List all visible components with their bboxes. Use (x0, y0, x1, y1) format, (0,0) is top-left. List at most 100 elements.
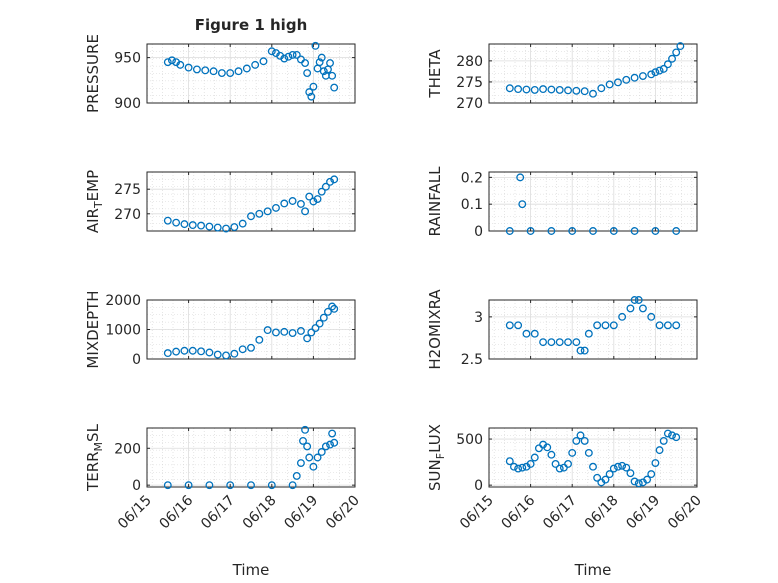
data-point (184, 63, 193, 72)
data-point (626, 469, 635, 478)
y-tick-label: 2.5 (461, 352, 483, 368)
data-point (242, 64, 251, 73)
data-point (609, 227, 618, 235)
data-point (593, 321, 602, 330)
data-point (584, 448, 593, 457)
data-point (668, 431, 676, 440)
axes-box (488, 427, 698, 488)
data-point (317, 53, 326, 62)
data-point (330, 83, 339, 92)
data-point (638, 304, 647, 313)
data-point (305, 192, 314, 201)
data-point (618, 461, 627, 470)
x-axis-label-right: Time (574, 561, 612, 579)
data-point (572, 86, 581, 95)
plot-area (489, 300, 697, 359)
data-point (180, 220, 189, 229)
data-point (659, 64, 668, 73)
data-point (626, 304, 635, 313)
data-point (222, 351, 230, 360)
data-point (547, 85, 556, 94)
data-point (263, 326, 272, 335)
data-point (647, 70, 656, 79)
data-point (267, 481, 276, 490)
data-point (526, 460, 535, 468)
data-point (292, 471, 301, 480)
data-point (505, 227, 514, 235)
data-point (192, 65, 201, 74)
axes-box (146, 427, 356, 488)
data-point (217, 69, 226, 77)
data-point (614, 462, 622, 471)
data-point (568, 448, 577, 457)
data-point (163, 481, 172, 490)
data-point (263, 207, 272, 216)
data-point (188, 346, 197, 355)
data-point (305, 88, 314, 97)
data-point (247, 212, 255, 221)
data-point (299, 436, 307, 445)
data-point (543, 443, 552, 452)
data-point (514, 85, 523, 94)
data-point (288, 481, 297, 490)
data-point (330, 304, 339, 313)
data-point (209, 67, 218, 76)
data-point (315, 58, 324, 67)
y-axis-label: SUNFLUX (426, 424, 447, 491)
data-point (226, 481, 235, 490)
y-tick-label: 2000 (105, 293, 141, 309)
data-point (328, 429, 337, 438)
data-point (605, 80, 614, 89)
data-point (526, 227, 535, 235)
plot-area (147, 428, 355, 487)
data-point (634, 296, 643, 304)
data-point (284, 52, 293, 61)
axes-box (488, 171, 698, 232)
data-point (601, 321, 610, 330)
data-point (163, 58, 172, 67)
data-point (663, 429, 672, 438)
data-point (630, 227, 639, 235)
data-point (597, 84, 606, 93)
y-tick-label: 275 (114, 182, 141, 198)
data-point (201, 66, 210, 75)
data-point (303, 442, 312, 451)
axes-box (488, 299, 698, 360)
data-point (568, 227, 577, 235)
data-point (309, 197, 318, 206)
data-point (324, 307, 332, 316)
data-point (514, 464, 523, 473)
data-point (522, 329, 531, 338)
data-point (651, 68, 660, 77)
data-point (307, 92, 316, 101)
y-axis-label: RAINFALL (426, 166, 444, 237)
data-point (539, 338, 548, 347)
y-tick-label: 1000 (105, 323, 141, 339)
data-point (663, 60, 672, 69)
data-point (188, 221, 197, 230)
data-point (547, 450, 556, 459)
data-point (168, 56, 176, 65)
data-point (551, 460, 560, 468)
data-point (630, 477, 639, 486)
data-point (301, 59, 310, 68)
axes-box (146, 43, 356, 104)
data-point (321, 182, 330, 191)
data-point (672, 227, 681, 235)
data-point (622, 75, 631, 84)
data-point (326, 177, 334, 186)
data-point (272, 203, 280, 212)
data-point (530, 453, 539, 462)
data-point (609, 464, 618, 473)
data-point (668, 54, 676, 63)
data-point (505, 321, 514, 330)
data-point (514, 321, 523, 330)
data-point (547, 338, 556, 347)
data-point (222, 224, 230, 233)
y-tick-label: 0.1 (461, 197, 483, 213)
data-point (301, 425, 310, 434)
data-point (564, 86, 572, 95)
axes-box (488, 43, 698, 104)
data-point (296, 327, 305, 335)
data-point (655, 446, 664, 455)
